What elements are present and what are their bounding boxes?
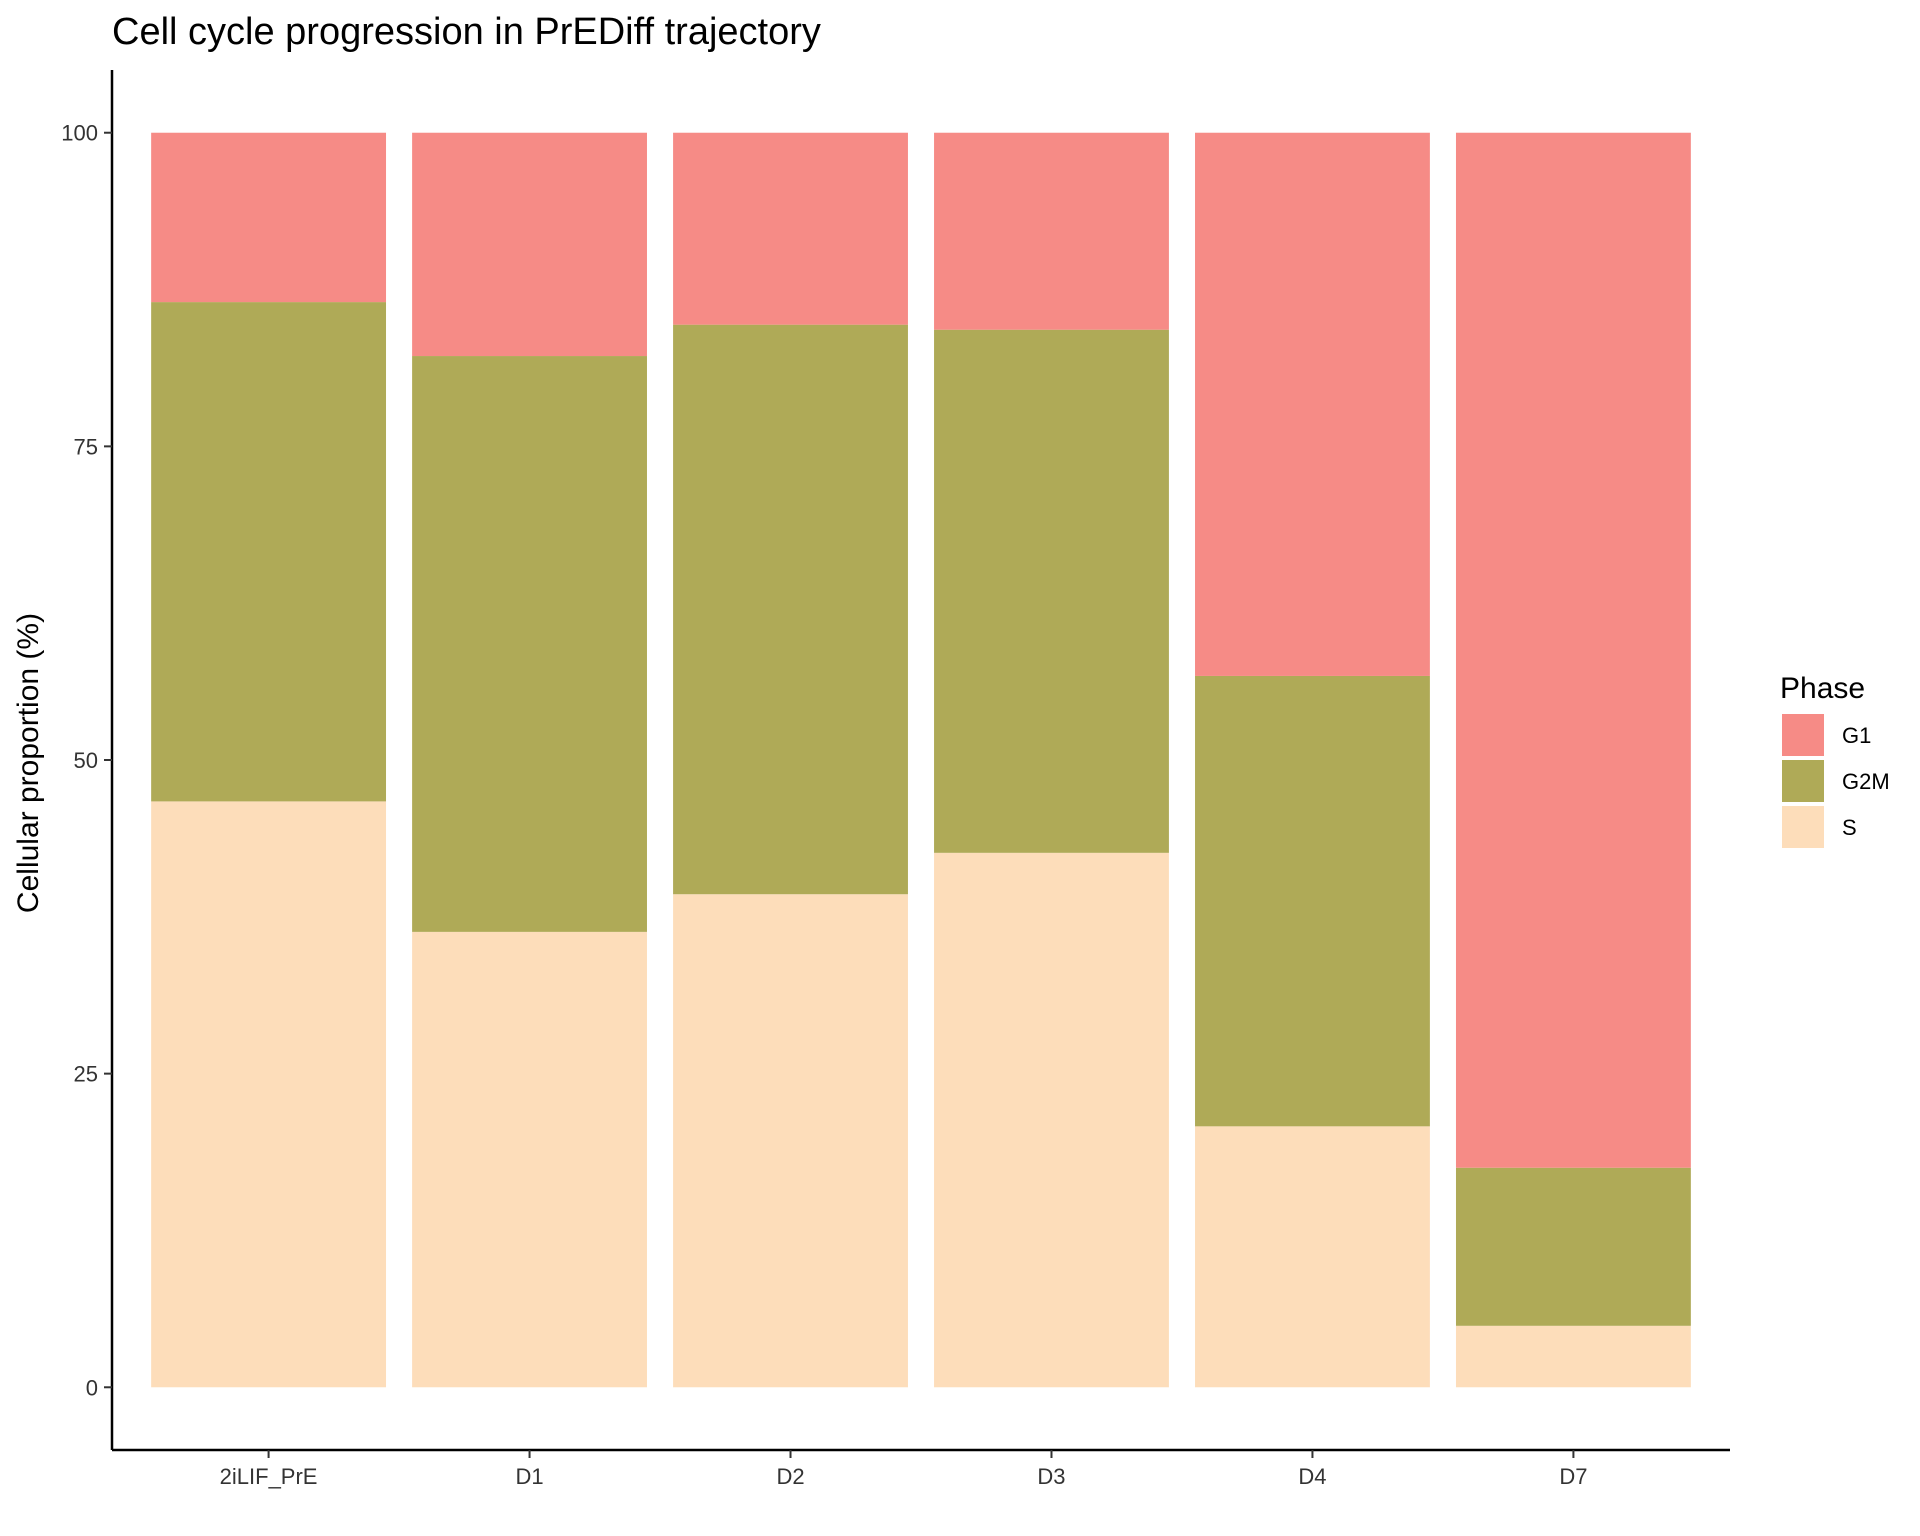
legend-swatch-g2m [1782, 760, 1824, 802]
legend-label-g2m: G2M [1842, 769, 1890, 794]
x-tick-label: D3 [1037, 1464, 1065, 1489]
bar-g2m-d1 [412, 356, 647, 932]
legend-label-s: S [1842, 815, 1857, 840]
bar-g1-d1 [412, 132, 647, 357]
y-axis-title: Cellular proportion (%) [12, 613, 45, 913]
bar-g1-d3 [934, 132, 1169, 330]
x-tick-label: D7 [1559, 1464, 1587, 1489]
bar-g1-d7 [1455, 132, 1691, 1168]
y-tick-label: 25 [74, 1062, 98, 1087]
x-tick-label: 2iLIF_PrE [220, 1464, 318, 1489]
bar-s-d3 [934, 852, 1169, 1388]
bar-g2m-d4 [1195, 675, 1430, 1127]
bar-g2m-d2 [673, 324, 908, 895]
bar-g2m-d3 [934, 329, 1169, 853]
bar-g1-d2 [673, 132, 908, 325]
y-tick-label: 75 [74, 434, 98, 459]
bars-group [151, 132, 1691, 1388]
legend: Phase G1 G2M S [1780, 672, 1890, 848]
y-tick-label: 50 [74, 748, 98, 773]
y-tick-label: 0 [86, 1375, 98, 1400]
bar-s-d1 [412, 931, 647, 1388]
legend-label-g1: G1 [1842, 723, 1871, 748]
bar-s-d2 [673, 894, 908, 1388]
x-tick-label: D1 [515, 1464, 543, 1489]
x-tick-label: D4 [1298, 1464, 1326, 1489]
legend-swatch-g1 [1782, 714, 1824, 756]
bar-g1-2ilif_pre [151, 132, 387, 303]
legend-swatch-s [1782, 806, 1824, 848]
bar-g2m-d7 [1455, 1167, 1691, 1326]
bar-s-d7 [1455, 1325, 1691, 1388]
bar-s-d4 [1195, 1126, 1430, 1388]
bar-g2m-2ilif_pre [151, 302, 387, 802]
legend-title: Phase [1780, 672, 1865, 705]
y-axis: 0 25 50 75 100 [61, 70, 114, 1450]
y-tick-label: 100 [61, 121, 98, 146]
bar-g1-d4 [1195, 132, 1430, 676]
chart-title: Cell cycle progression in PrEDiff trajec… [112, 11, 821, 53]
x-axis: 2iLIF_PrE D1 D2 D3 D4 D7 [112, 1448, 1730, 1489]
x-tick-label: D2 [776, 1464, 804, 1489]
bar-s-2ilif_pre [151, 801, 387, 1388]
